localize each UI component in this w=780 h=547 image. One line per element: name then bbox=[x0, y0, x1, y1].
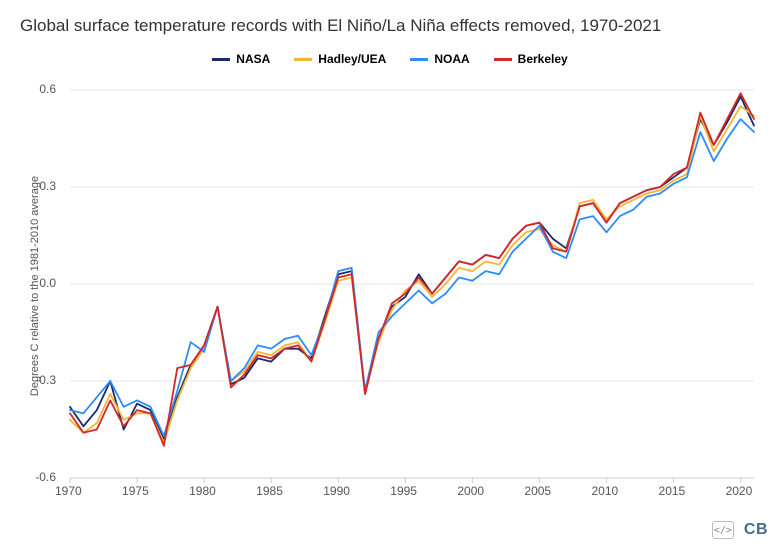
y-tick-label: 0.6 bbox=[39, 82, 56, 96]
legend-label: Berkeley bbox=[518, 52, 568, 66]
legend-label: Hadley/UEA bbox=[318, 52, 386, 66]
x-tick-label: 1985 bbox=[256, 484, 283, 498]
x-tick-label: 2020 bbox=[726, 484, 753, 498]
legend-label: NASA bbox=[236, 52, 270, 66]
x-tick-label: 1990 bbox=[323, 484, 350, 498]
legend-swatch-nasa bbox=[212, 58, 230, 61]
embed-icon[interactable]: </> bbox=[712, 521, 734, 539]
y-tick-label: 0.3 bbox=[39, 179, 56, 193]
chart-title: Global surface temperature records with … bbox=[20, 16, 661, 36]
x-tick-label: 1975 bbox=[122, 484, 149, 498]
legend-item-hadley[interactable]: Hadley/UEA bbox=[294, 52, 386, 66]
series-line-berkeley bbox=[70, 93, 754, 445]
legend-swatch-berkeley bbox=[494, 58, 512, 61]
legend-item-nasa[interactable]: NASA bbox=[212, 52, 270, 66]
footer-icons: </> CB bbox=[712, 521, 768, 539]
legend-item-noaa[interactable]: NOAA bbox=[410, 52, 469, 66]
x-tick-label: 1970 bbox=[55, 484, 82, 498]
x-tick-label: 1980 bbox=[189, 484, 216, 498]
legend-swatch-noaa bbox=[410, 58, 428, 61]
series-line-noaa bbox=[70, 119, 754, 436]
y-tick-label: -0.3 bbox=[35, 373, 56, 387]
x-tick-label: 2015 bbox=[659, 484, 686, 498]
legend-swatch-hadley bbox=[294, 58, 312, 61]
plot-area bbox=[62, 86, 762, 500]
x-tick-label: 2010 bbox=[591, 484, 618, 498]
x-tick-label: 2000 bbox=[457, 484, 484, 498]
legend-label: NOAA bbox=[434, 52, 469, 66]
y-tick-label: 0.0 bbox=[39, 276, 56, 290]
chart-container: Global surface temperature records with … bbox=[0, 0, 780, 547]
series-line-nasa bbox=[70, 96, 754, 439]
brand-logo[interactable]: CB bbox=[744, 521, 768, 539]
legend-item-berkeley[interactable]: Berkeley bbox=[494, 52, 568, 66]
y-tick-label: -0.6 bbox=[35, 470, 56, 484]
x-tick-label: 1995 bbox=[390, 484, 417, 498]
x-tick-label: 2005 bbox=[524, 484, 551, 498]
legend: NASA Hadley/UEA NOAA Berkeley bbox=[0, 52, 780, 66]
